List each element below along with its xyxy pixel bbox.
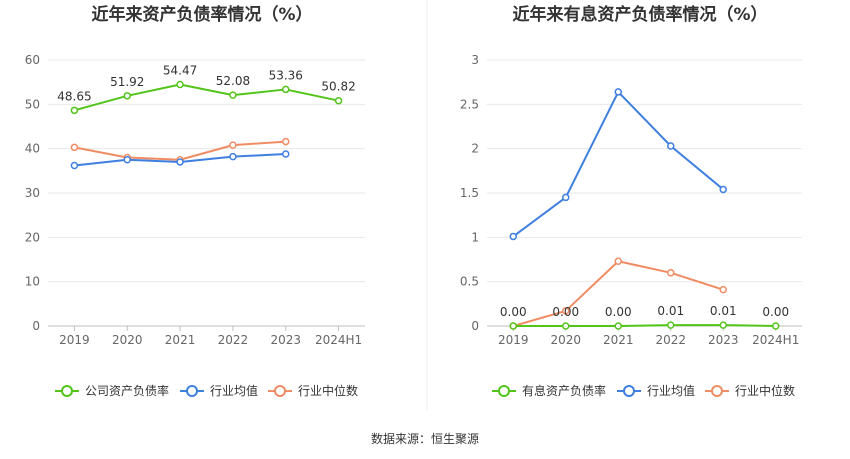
y-tick-label: 0.5	[460, 275, 479, 289]
legend-label: 有息资产负债率	[522, 383, 606, 398]
y-tick-label: 60	[25, 53, 40, 67]
legend-marker	[61, 385, 73, 397]
data-label: 0.00	[762, 305, 789, 319]
x-tick-label: 2024H1	[752, 333, 799, 347]
data-point	[176, 80, 184, 89]
data-point	[70, 161, 79, 170]
data-point	[70, 106, 79, 115]
data-point	[282, 150, 290, 158]
data-label: 0.01	[710, 304, 737, 318]
data-point	[176, 158, 184, 166]
y-tick-label: 1.5	[460, 186, 479, 200]
data-label: 0.00	[500, 305, 527, 319]
data-point	[123, 156, 131, 164]
data-point	[282, 137, 290, 146]
data-label: 50.82	[321, 80, 355, 94]
legend-label: 行业中位数	[298, 383, 358, 398]
data-point	[509, 232, 517, 241]
legend-marker	[623, 385, 635, 397]
data-point	[334, 96, 343, 105]
y-tick-label: 3	[471, 53, 479, 67]
data-point	[229, 152, 237, 161]
chart-title: 近年来资产负债率情况（%）	[91, 4, 312, 25]
data-point	[70, 143, 79, 152]
x-tick-label: 2021	[165, 333, 196, 347]
y-tick-label: 30	[25, 186, 40, 200]
data-point	[614, 322, 622, 330]
y-tick-label: 50	[25, 97, 40, 111]
data-point	[562, 322, 570, 330]
legend-marker	[186, 385, 198, 397]
data-point	[667, 142, 675, 150]
data-point	[614, 257, 622, 266]
data-point	[667, 321, 675, 329]
y-tick-label: 2	[471, 142, 479, 156]
legend-marker	[274, 385, 286, 397]
chart-interest-debt-ratio: 近年来有息资产负债率情况（%） 0 0.5 1 1.5 2 2.5 3 2019 2020 2021…	[460, 4, 802, 398]
legend-label: 行业中位数	[735, 383, 795, 398]
data-point	[719, 185, 727, 194]
y-tick-label: 2.5	[460, 97, 479, 111]
y-tick-label: 40	[25, 142, 40, 156]
chart-title: 近年来有息资产负债率情况（%）	[512, 4, 767, 25]
x-tick-label: 2020	[112, 333, 143, 347]
data-label: 51.92	[110, 75, 144, 89]
data-point	[562, 193, 570, 202]
data-point	[123, 92, 131, 100]
series-line	[512, 90, 724, 238]
source-label: 数据来源：恒生聚源	[371, 431, 479, 446]
legend-marker	[711, 385, 723, 397]
data-point	[772, 322, 780, 330]
y-tick-label: 0	[471, 319, 479, 333]
data-point	[562, 307, 570, 315]
data-label: 0.01	[657, 304, 684, 318]
data-point	[719, 321, 727, 329]
x-tick-label: 2022	[218, 333, 249, 347]
series-line	[513, 324, 776, 327]
y-tick-label: 20	[25, 230, 40, 244]
data-label: 0.00	[552, 305, 579, 319]
data-label: 48.65	[57, 89, 91, 103]
x-tick-label: 2020	[550, 333, 581, 347]
data-point	[509, 322, 517, 330]
data-point	[229, 91, 237, 99]
series-line	[74, 83, 339, 112]
data-point	[229, 141, 237, 149]
y-tick-label: 1	[471, 230, 479, 244]
data-label: 54.47	[163, 64, 197, 78]
data-label: 52.08	[216, 74, 250, 88]
data-point	[282, 85, 290, 94]
data-label: 53.36	[269, 68, 303, 82]
x-tick-label: 2023	[708, 333, 739, 347]
data-point	[667, 269, 675, 277]
chart-debt-ratio: 近年来资产负债率情况（%） 0 10 20 30 40 50 60 2019 2020 2021 20…	[25, 4, 365, 398]
y-tick-label: 10	[25, 275, 40, 289]
legend-label: 行业均值	[647, 383, 695, 398]
data-point	[614, 88, 622, 96]
data-point	[719, 285, 727, 294]
x-tick-label: 2019	[59, 333, 90, 347]
legend-marker	[498, 385, 510, 397]
x-tick-label: 2022	[655, 333, 686, 347]
legend-label: 公司资产负债率	[85, 383, 169, 398]
x-tick-label: 2021	[603, 333, 634, 347]
x-tick-label: 2019	[498, 333, 529, 347]
x-tick-label: 2023	[270, 333, 301, 347]
legend-label: 行业均值	[210, 383, 258, 398]
data-label: 0.00	[605, 305, 632, 319]
y-tick-label: 0	[32, 319, 40, 333]
x-tick-label: 2024H1	[315, 333, 362, 347]
